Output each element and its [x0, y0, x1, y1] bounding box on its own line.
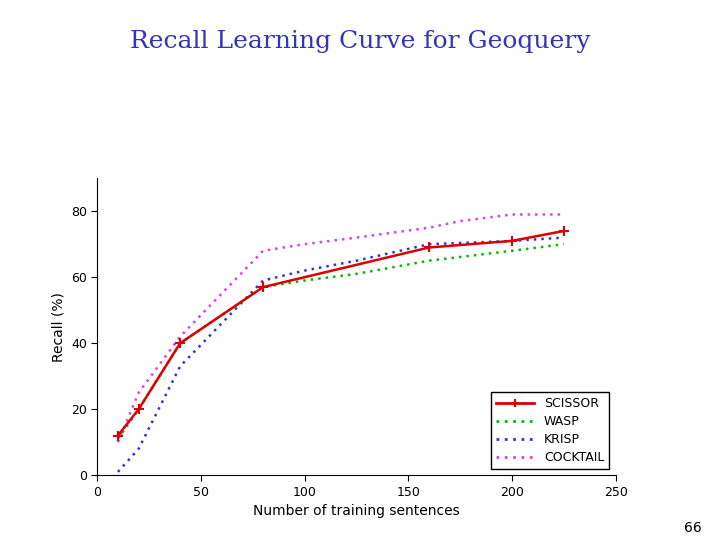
X-axis label: Number of training sentences: Number of training sentences	[253, 504, 460, 518]
Text: 66: 66	[684, 521, 702, 535]
Y-axis label: Recall (%): Recall (%)	[51, 292, 66, 362]
Text: Recall Learning Curve for Geoquery: Recall Learning Curve for Geoquery	[130, 30, 590, 53]
Legend: SCISSOR, WASP, KRISP, COCKTAIL: SCISSOR, WASP, KRISP, COCKTAIL	[492, 392, 609, 469]
